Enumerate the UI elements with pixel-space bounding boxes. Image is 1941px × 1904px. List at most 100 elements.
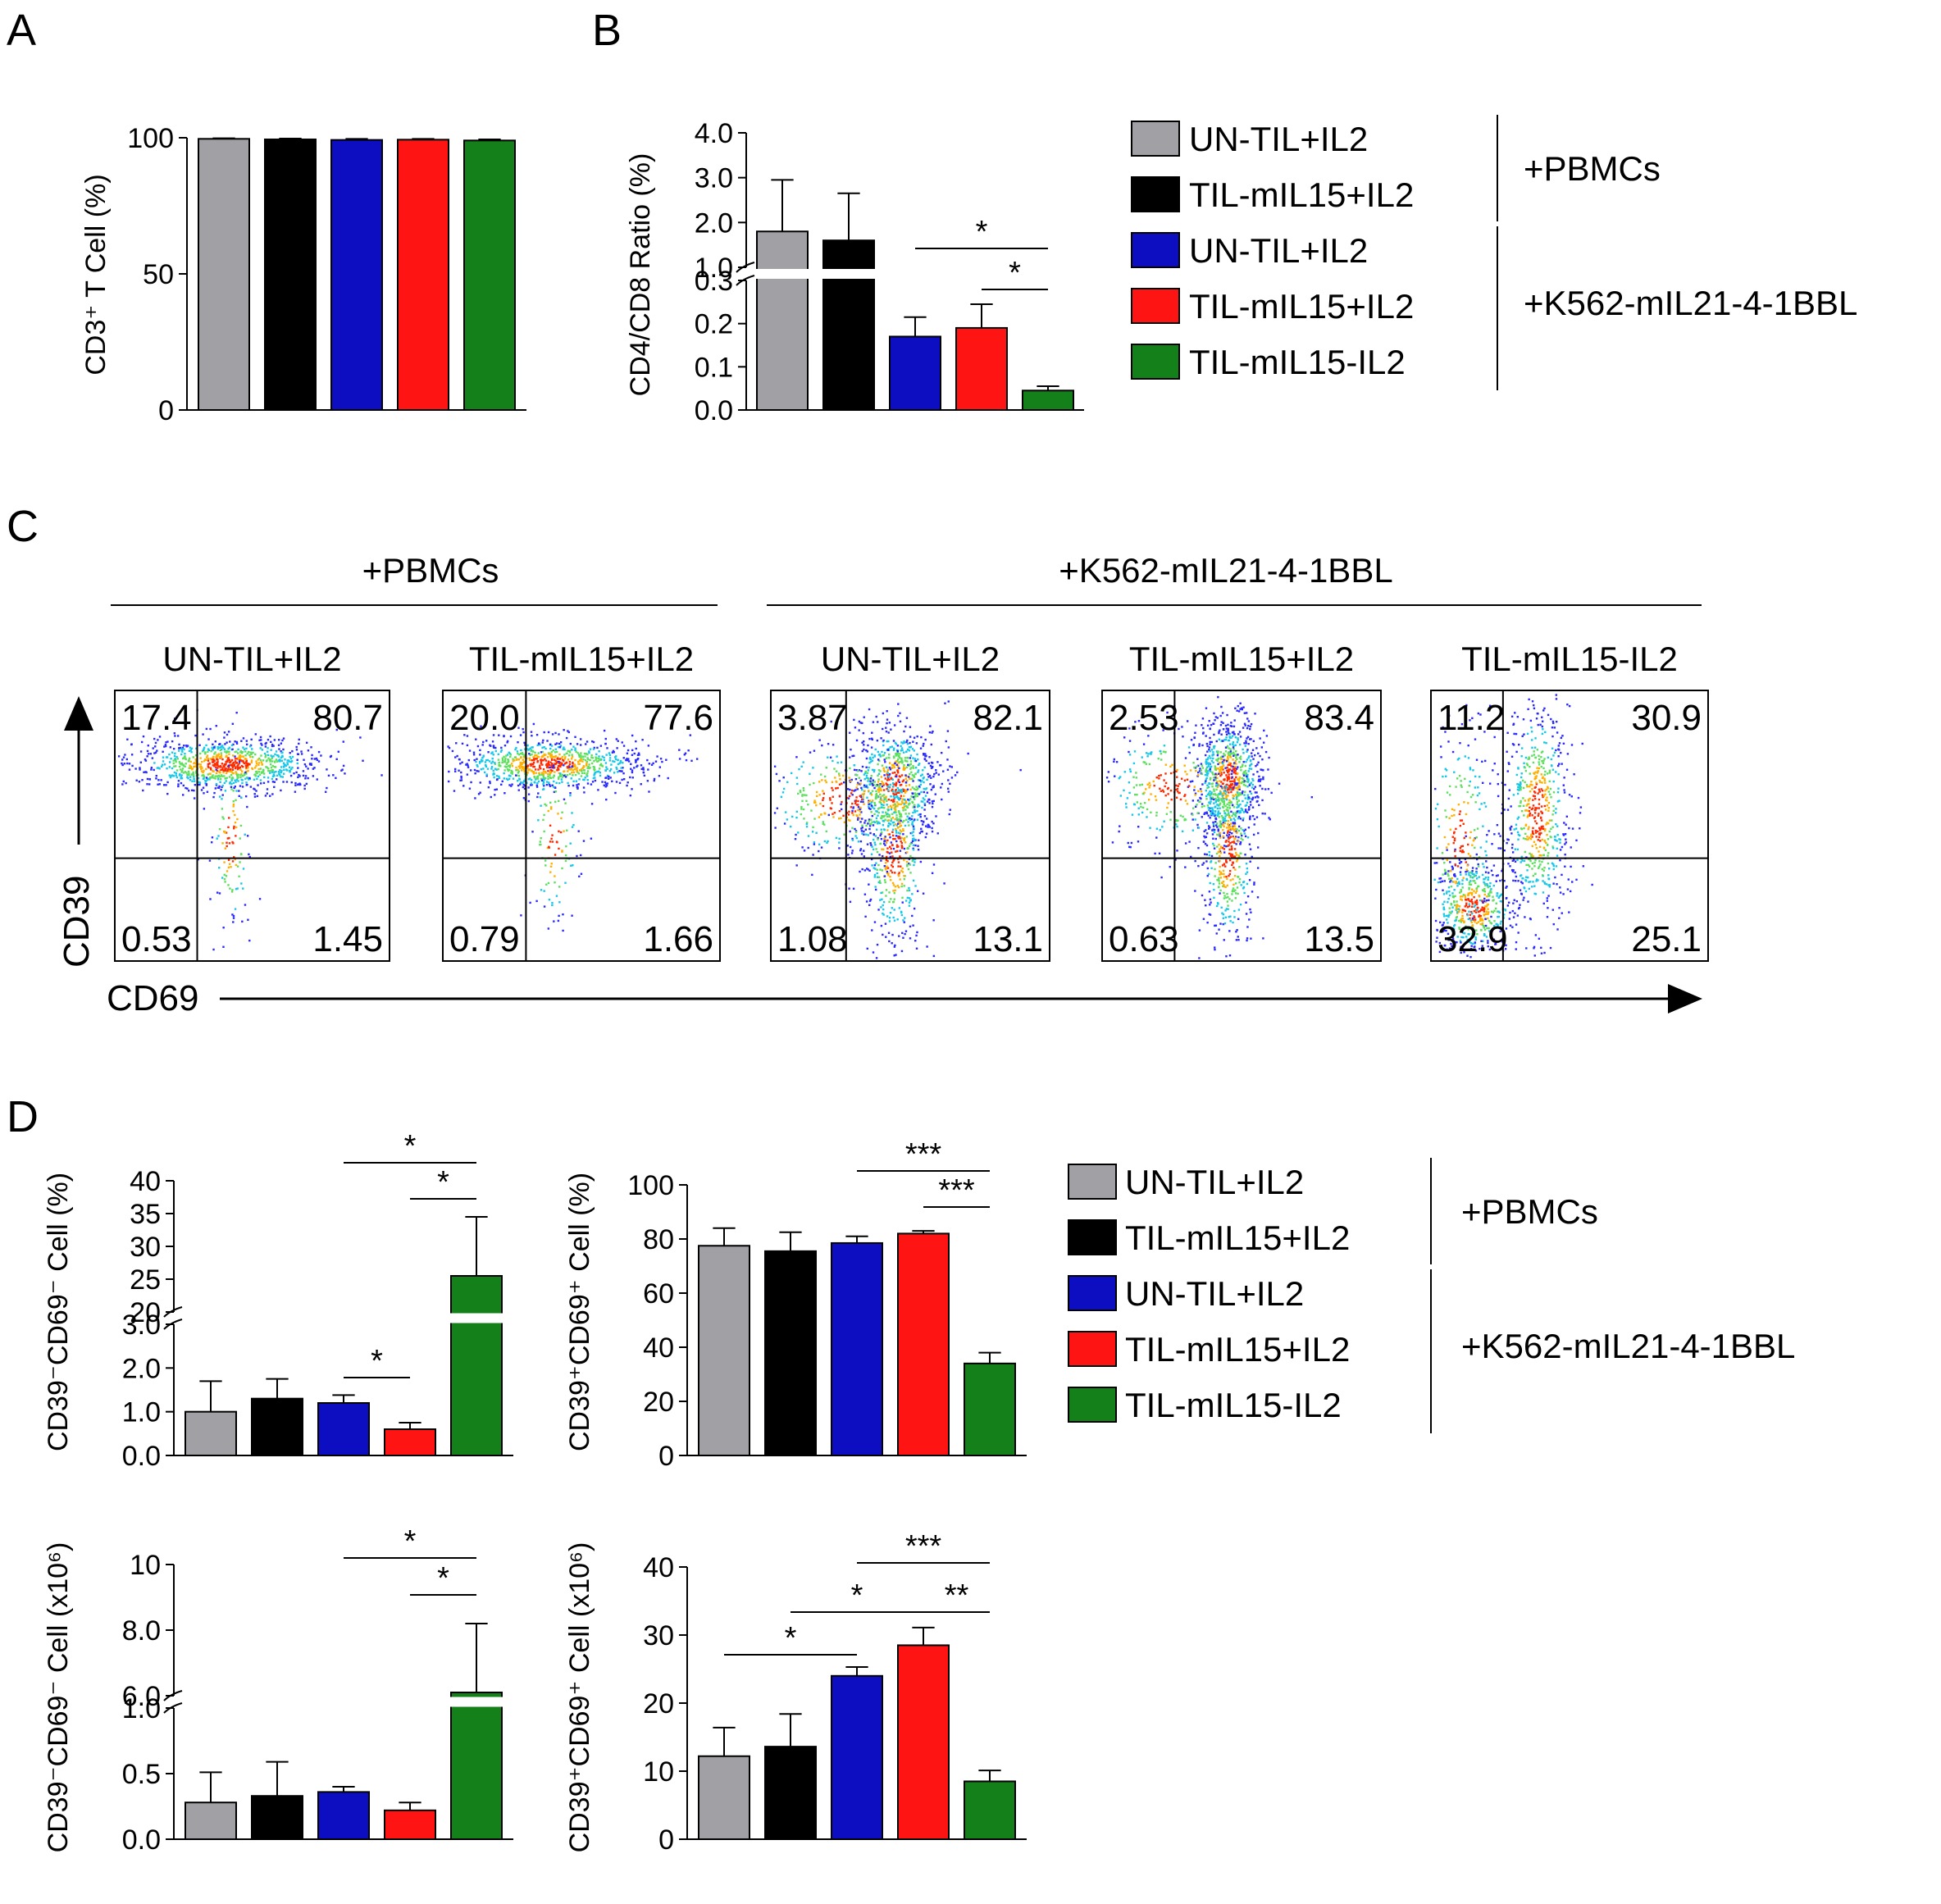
flow-dot (187, 770, 190, 773)
flow-dot (1188, 751, 1191, 754)
flow-dot (1215, 788, 1218, 791)
flow-dot (513, 759, 516, 762)
flow-dot (1214, 745, 1216, 748)
flow-dot (865, 824, 868, 827)
flow-dot (868, 822, 872, 826)
flow-dot (1234, 766, 1237, 768)
flow-dot (545, 783, 549, 786)
flow-dot (541, 746, 544, 749)
flow-dot (229, 770, 232, 773)
flow-dot (1237, 799, 1240, 802)
flow-dot (514, 756, 517, 758)
flow-dot (886, 860, 889, 863)
flow-dot (202, 771, 204, 774)
flow-dot (195, 770, 198, 772)
flow-dot (927, 772, 929, 776)
flow-dot (1232, 889, 1234, 892)
flow-dot (216, 764, 219, 767)
flow-dot (1248, 805, 1251, 809)
flow-dot (547, 731, 550, 734)
flow-dot (863, 792, 865, 795)
flow-dot (203, 759, 206, 763)
flow-dot (273, 786, 276, 789)
y-tick-label: 3.0 (122, 1310, 161, 1341)
flow-dot (1114, 775, 1116, 777)
flow-dot (790, 772, 793, 775)
y-tick-label: 4.0 (695, 118, 733, 149)
flow-dot (799, 790, 802, 794)
flow-dot (854, 789, 857, 791)
flow-dot (1224, 909, 1227, 912)
flow-dot (1214, 765, 1216, 768)
flow-dot (876, 739, 879, 742)
flow-dot (891, 745, 894, 748)
flow-dot (909, 736, 912, 738)
flow-dot (487, 786, 490, 789)
flow-dot (1246, 786, 1249, 788)
flow-dot (885, 841, 888, 844)
flow-dot (638, 754, 640, 756)
flow-dot (271, 781, 275, 783)
flow-dot (549, 747, 552, 750)
flow-dot (863, 786, 866, 788)
flow-dot (231, 840, 234, 844)
flow-dot (543, 784, 545, 787)
flow-dot (448, 770, 450, 773)
flow-dot (567, 730, 569, 732)
flow-dot (147, 745, 149, 747)
flow-dot (201, 774, 203, 777)
flow-dot (851, 754, 854, 758)
flow-dot (1229, 783, 1232, 786)
flow-dot (1254, 786, 1256, 788)
flow-dot (1213, 790, 1215, 792)
flow-dot (904, 917, 906, 919)
flow-dot (822, 707, 826, 710)
flow-dot (796, 782, 799, 786)
flow-dot (223, 736, 226, 739)
flow-dot (248, 855, 251, 859)
flow-dot (893, 766, 896, 768)
flow-dot (1230, 848, 1233, 851)
flow-dot (908, 862, 910, 865)
flow-dot (1210, 757, 1212, 759)
flow-dot (479, 791, 481, 794)
flow-dot (1222, 794, 1225, 796)
flow-dot (1236, 806, 1238, 809)
flow-dot (930, 788, 933, 791)
flow-dot (1229, 879, 1232, 881)
flow-dot (895, 845, 899, 849)
flow-dot (523, 741, 526, 745)
flow-dot (563, 764, 565, 767)
flow-dot (130, 743, 133, 746)
quadrant-value-upper-left: 3.87 (777, 698, 848, 738)
flow-dot (894, 944, 896, 947)
flow-dot (875, 790, 877, 793)
flow-dot (544, 772, 547, 774)
flow-dot (1218, 784, 1220, 786)
flow-dot (1237, 817, 1240, 820)
flow-dot (174, 758, 176, 760)
flow-dot (247, 918, 249, 921)
flow-dot (877, 814, 879, 817)
flow-dot (908, 799, 910, 802)
flow-dot (629, 794, 632, 797)
flow-dot (230, 891, 234, 893)
flow-dot (235, 799, 237, 802)
flow-dot (854, 802, 857, 804)
flow-dot (245, 747, 248, 750)
flow-dot (286, 763, 289, 766)
flow-dot (559, 772, 562, 775)
flow-dot (941, 751, 943, 754)
flow-dot (858, 729, 860, 731)
flow-dot (549, 840, 552, 843)
flow-dot (459, 763, 462, 765)
flow-dot (472, 754, 476, 756)
y-axis-label: CD39⁺CD69⁺ Cell (x10⁶) (564, 1542, 595, 1853)
flow-dot (545, 763, 548, 767)
flow-dot (530, 764, 532, 767)
flow-dot (166, 767, 168, 770)
flow-dot (1204, 781, 1206, 785)
flow-dot (185, 772, 188, 774)
flow-dot (221, 808, 224, 810)
y-tick-label: 0.0 (122, 1824, 161, 1856)
